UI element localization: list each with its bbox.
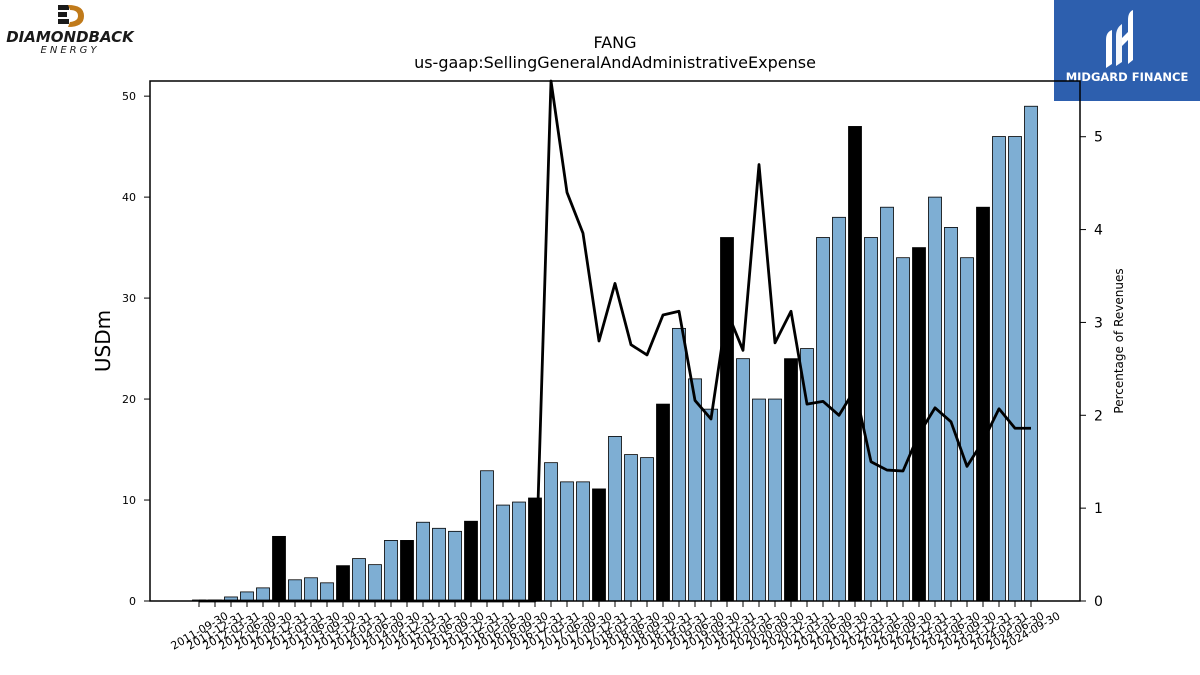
y-tick-label: 20	[122, 393, 136, 406]
bar-quarter	[544, 462, 558, 602]
bar-quarter	[304, 577, 318, 602]
bar-quarter	[992, 136, 1006, 602]
bar-quarter	[448, 530, 462, 602]
bar-quarter	[704, 408, 718, 602]
bar-annual	[400, 540, 414, 602]
chart-title: FANG	[593, 33, 636, 52]
y-tick-label: 50	[122, 90, 136, 103]
bar-quarter	[480, 470, 494, 602]
brand-name: MIDGARD FINANCE	[1066, 70, 1189, 84]
bar-quarter	[928, 196, 942, 602]
chart-subtitle: us-gaap:SellingGeneralAndAdministrativeE…	[414, 53, 816, 72]
logo-wordmark: DIAMONDBACK	[6, 28, 135, 46]
y-tick-label: 10	[122, 494, 136, 507]
bar-quarter	[608, 436, 622, 602]
company-logo: DIAMONDBACK ENERGY	[6, 5, 135, 56]
y2-tick-label: 2	[1094, 408, 1103, 424]
bar-quarter	[800, 348, 814, 602]
bar-quarter	[1024, 105, 1038, 602]
bar-quarter	[752, 398, 766, 602]
y2-axis-label: Percentage of Revenues	[1112, 268, 1126, 413]
brand-mark-icon	[1106, 10, 1133, 68]
bar-quarter	[688, 378, 702, 602]
bar-quarter	[416, 521, 430, 602]
bar-quarter	[768, 398, 782, 602]
bar-quarter	[288, 579, 302, 602]
bar-annual	[464, 520, 478, 602]
bar-annual	[848, 126, 862, 602]
y2-tick-label: 4	[1094, 223, 1103, 239]
bar-annual	[272, 535, 286, 602]
bar-annual	[592, 488, 606, 602]
bar-annual	[656, 403, 670, 602]
y2-tick-label: 0	[1094, 594, 1103, 610]
bar-quarter	[512, 501, 526, 602]
bar-annual	[720, 237, 734, 602]
bar-annual	[336, 565, 350, 602]
y-tick-label: 40	[122, 191, 136, 204]
brand-logo: MIDGARD FINANCE	[1066, 10, 1189, 84]
bar-quarter	[560, 481, 574, 602]
bar-annual	[784, 358, 798, 602]
brand-logo-box: MIDGARD FINANCE	[1054, 0, 1200, 101]
y-axis-label: USDm	[91, 310, 115, 372]
y2-tick-label: 5	[1094, 130, 1103, 146]
bar-quarter	[944, 227, 958, 602]
x-axis: 2011-09-302011-12-312012-03-312012-06-30…	[169, 601, 1063, 653]
bar-quarter	[256, 587, 270, 602]
bar-quarter	[320, 582, 334, 602]
y2-tick-label: 3	[1094, 315, 1103, 331]
bar-quarter	[1008, 136, 1022, 602]
bar-quarter	[496, 504, 510, 602]
bar-quarter	[352, 558, 366, 602]
bar-quarter	[880, 206, 894, 602]
y-tick-label: 0	[129, 595, 136, 608]
bar-quarter	[624, 454, 638, 602]
bar-quarter	[432, 527, 446, 602]
bar-quarter	[368, 564, 382, 602]
bar-quarter	[896, 257, 910, 602]
bar-quarter	[816, 237, 830, 602]
bar-quarter	[640, 457, 654, 602]
y2-tick-label: 1	[1094, 501, 1103, 517]
bar-quarter	[864, 237, 878, 602]
bars-layer	[192, 105, 1038, 602]
bar-quarter	[672, 327, 686, 602]
bar-annual	[976, 206, 990, 602]
logo-mark	[58, 5, 84, 27]
bar-quarter	[736, 358, 750, 602]
bar-quarter	[960, 257, 974, 602]
logo-subtitle: ENERGY	[41, 45, 100, 56]
bar-quarter	[576, 481, 590, 602]
bar-quarter	[384, 540, 398, 602]
y2-axis: 0 1 2 3 4 5	[1080, 130, 1103, 610]
y-tick-label: 30	[122, 292, 136, 305]
y-axis: 0 10 20 30 40 50	[122, 90, 150, 608]
